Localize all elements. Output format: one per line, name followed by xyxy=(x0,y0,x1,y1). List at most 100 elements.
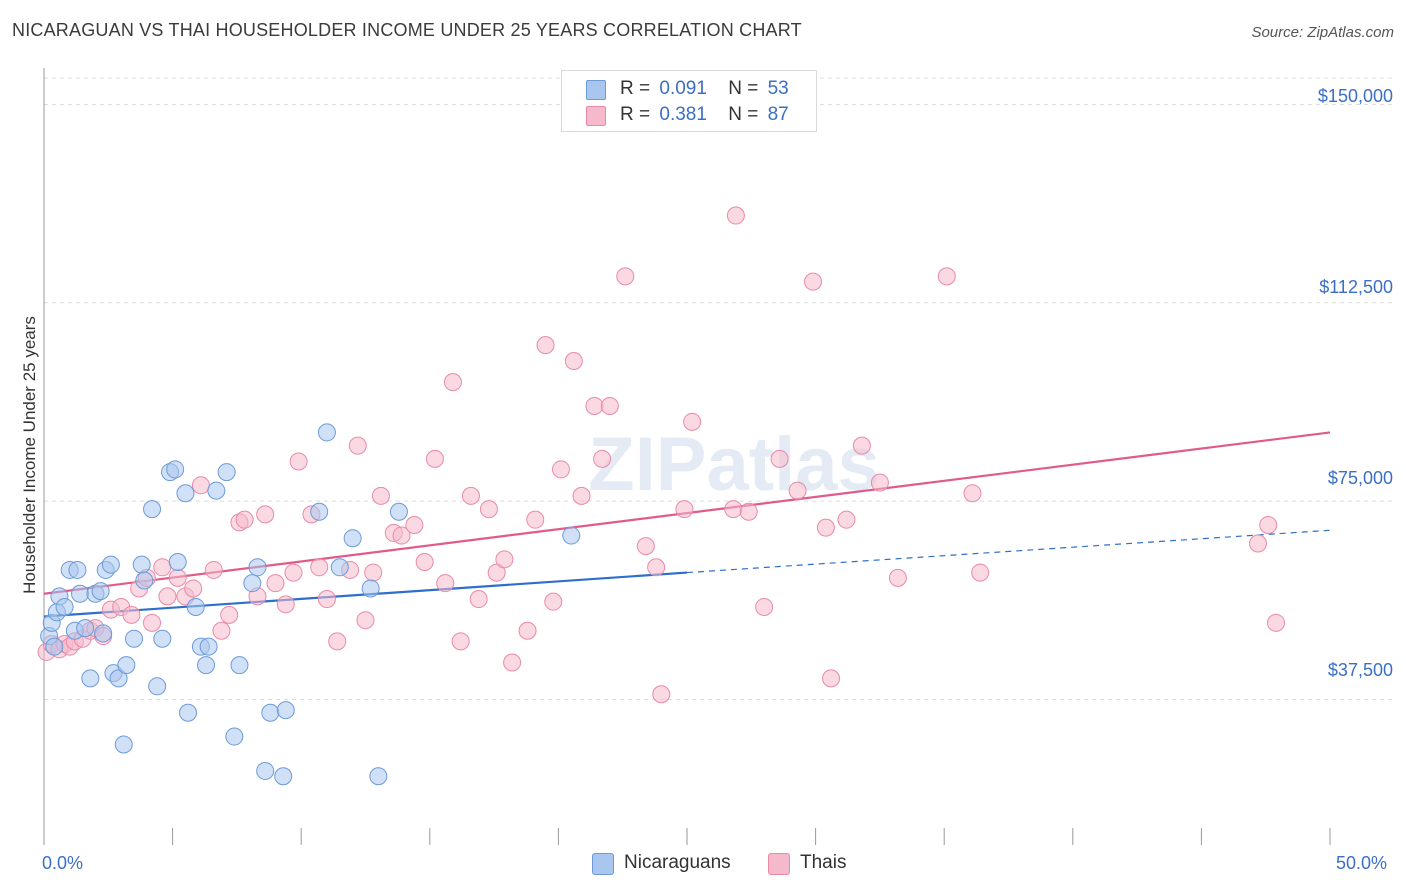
thais-point xyxy=(518,621,537,640)
nicaraguans-point xyxy=(330,558,349,577)
thais-point xyxy=(544,592,563,611)
y-tick-label-75000: $75,000 xyxy=(1327,468,1393,488)
nicaraguans-point xyxy=(91,582,110,601)
nicaraguans-point xyxy=(117,656,136,675)
thais-point xyxy=(536,336,555,355)
nicaraguans-point xyxy=(310,502,329,521)
y-axis-label: Householder Income Under 25 years xyxy=(20,316,39,594)
nicaraguans-point xyxy=(197,656,216,675)
nicaraguans-point xyxy=(176,484,195,503)
thais-point xyxy=(593,449,612,468)
thais-point xyxy=(479,500,498,519)
thais-point xyxy=(469,590,488,609)
thais-point xyxy=(415,553,434,572)
series-thais-points xyxy=(37,206,1285,704)
thais-point xyxy=(822,669,841,688)
y-tick-label-112500: $112,500 xyxy=(1319,277,1393,297)
legend-r-value: 0.381 xyxy=(659,104,707,125)
source-credit: Source: ZipAtlas.com xyxy=(1251,24,1394,41)
thais-point xyxy=(837,510,856,529)
nicaraguans-point xyxy=(132,555,151,574)
nicaraguans-point xyxy=(179,703,198,722)
nicaraguans-point xyxy=(101,555,120,574)
nicaraguans-point xyxy=(217,463,236,482)
thais-point xyxy=(284,563,303,582)
nicaraguans-point xyxy=(109,669,128,688)
thais-point xyxy=(636,537,655,556)
thais-point xyxy=(289,452,308,471)
thais-point xyxy=(852,436,871,455)
y-tick-label-150000: $150,000 xyxy=(1317,86,1393,106)
thais-point xyxy=(212,621,231,640)
nicaraguans-point xyxy=(45,637,64,656)
chart-title: NICARAGUAN VS THAI HOUSEHOLDER INCOME UN… xyxy=(12,20,802,40)
grid-lines xyxy=(44,77,1392,701)
nicaraguans-point xyxy=(55,597,74,616)
legend-r-label: R = xyxy=(620,78,651,99)
thais-point xyxy=(168,568,187,587)
thais-point xyxy=(564,351,583,370)
watermark: ZIPatlas xyxy=(588,422,879,507)
thais-point xyxy=(526,510,545,529)
thais-point xyxy=(310,558,329,577)
thais-point xyxy=(487,563,506,582)
nicaraguans-point xyxy=(361,579,380,598)
thais-point xyxy=(937,267,956,286)
nicaraguans-point xyxy=(68,560,87,579)
thais-point xyxy=(143,613,162,632)
bottom-legend-label-thais: Thais xyxy=(800,852,847,873)
thais-point xyxy=(317,590,336,609)
legend-n-value: 87 xyxy=(767,104,789,125)
thais-point xyxy=(184,579,203,598)
legend-swatch-blue xyxy=(586,80,606,100)
nicaraguans-point xyxy=(369,767,388,786)
thais-point xyxy=(724,500,743,519)
thais-point xyxy=(443,373,462,392)
nicaraguans-point xyxy=(274,767,293,786)
thais-point xyxy=(328,632,347,651)
x-tick-label-min: 0.0% xyxy=(42,853,84,873)
thais-point xyxy=(392,526,411,545)
thais-point xyxy=(461,486,480,505)
legend-r-value: 0.091 xyxy=(659,78,707,99)
series-nicaraguans-points xyxy=(40,423,581,786)
thais-point xyxy=(971,563,990,582)
nicaraguans-point xyxy=(166,460,185,479)
thais-point xyxy=(153,558,172,577)
thais-point xyxy=(600,396,619,415)
legend-n-label: N = xyxy=(728,104,759,125)
axes xyxy=(43,68,1331,845)
thais-point xyxy=(364,563,383,582)
thais-point xyxy=(616,267,635,286)
thais-point xyxy=(256,505,275,524)
bottom-legend-label-nicaraguans: Nicaraguans xyxy=(624,852,731,873)
nicaraguans-point xyxy=(81,669,100,688)
thais-point xyxy=(371,486,390,505)
thais-point xyxy=(870,473,889,492)
x-tick-label-max: 50.0% xyxy=(1336,853,1388,873)
thais-point xyxy=(235,510,254,529)
thais-point xyxy=(816,518,835,537)
nicaraguans-point xyxy=(225,727,244,746)
thais-point xyxy=(585,396,604,415)
nicaraguans-point xyxy=(186,597,205,616)
legend-n-label: N = xyxy=(728,78,759,99)
thais-point xyxy=(158,587,177,606)
thais-point xyxy=(770,449,789,468)
nicaraguans-point xyxy=(153,629,172,648)
nicaraguans-point xyxy=(256,761,275,780)
thais-point xyxy=(739,502,758,521)
thais-point xyxy=(436,574,455,593)
nicaraguans-point xyxy=(71,584,90,603)
thais-point xyxy=(405,515,424,534)
nicaraguans-point xyxy=(343,529,362,548)
thais-point xyxy=(675,500,694,519)
thais-point xyxy=(204,560,223,579)
thais-point xyxy=(1248,534,1267,553)
thais-point xyxy=(451,632,470,651)
thais-point xyxy=(683,412,702,431)
thais-point xyxy=(572,486,591,505)
thais-point xyxy=(1266,613,1285,632)
thais-point xyxy=(348,436,367,455)
